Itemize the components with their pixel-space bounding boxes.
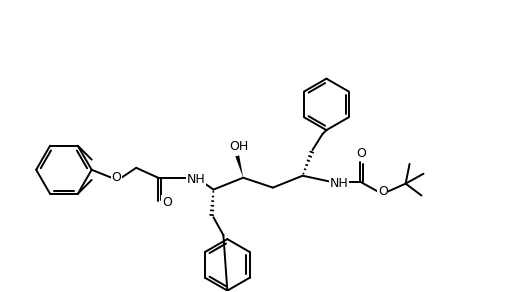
Text: NH: NH — [330, 177, 348, 190]
Text: OH: OH — [230, 140, 249, 154]
Text: O: O — [111, 171, 121, 184]
Text: O: O — [378, 185, 388, 198]
Text: O: O — [162, 196, 172, 209]
Text: NH: NH — [186, 173, 205, 186]
Text: O: O — [356, 147, 366, 160]
Polygon shape — [235, 155, 243, 178]
